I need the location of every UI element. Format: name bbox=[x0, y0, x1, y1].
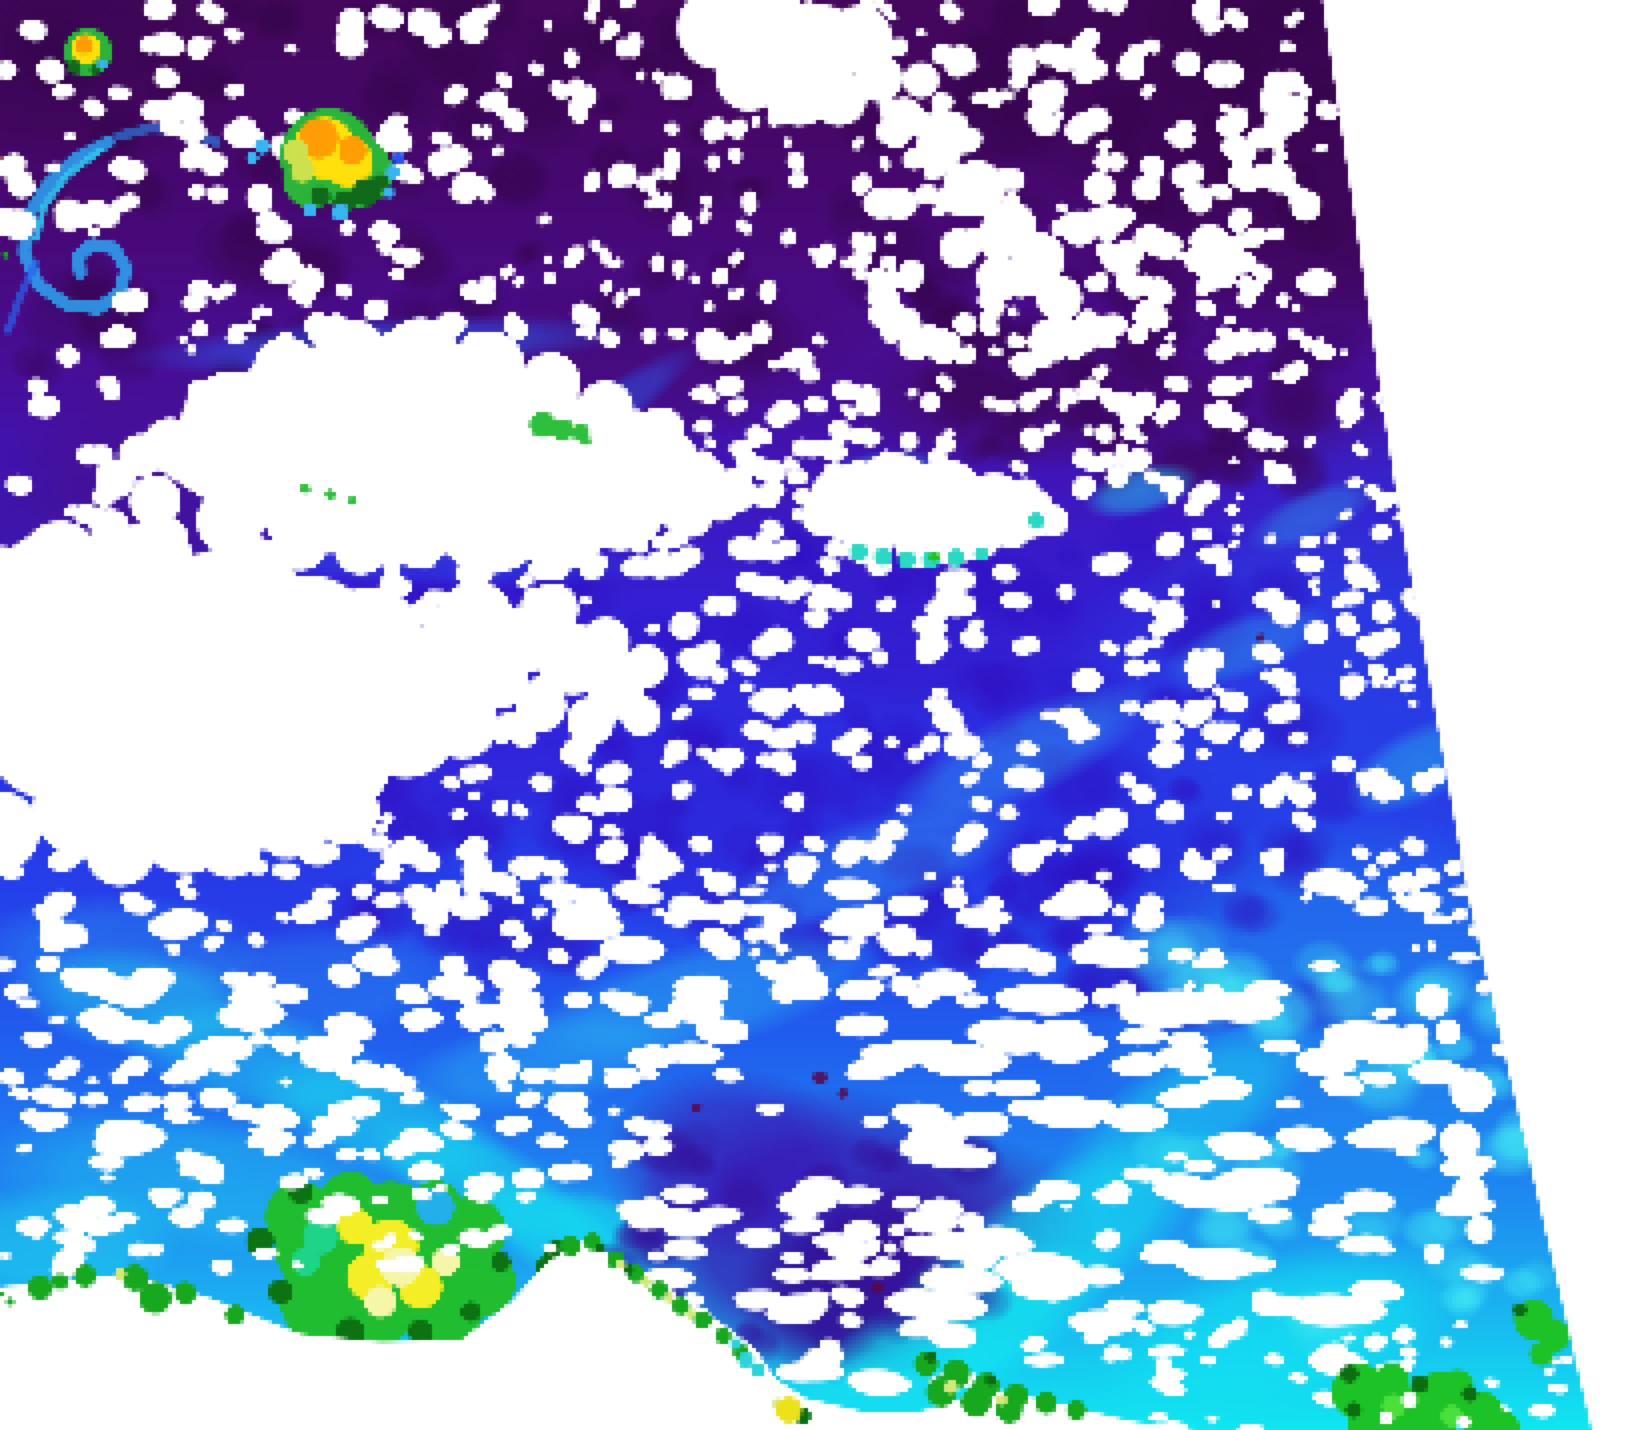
satellite-chlorophyll-map bbox=[0, 0, 1650, 1430]
ocean-color-scene-canvas bbox=[0, 0, 1650, 1430]
